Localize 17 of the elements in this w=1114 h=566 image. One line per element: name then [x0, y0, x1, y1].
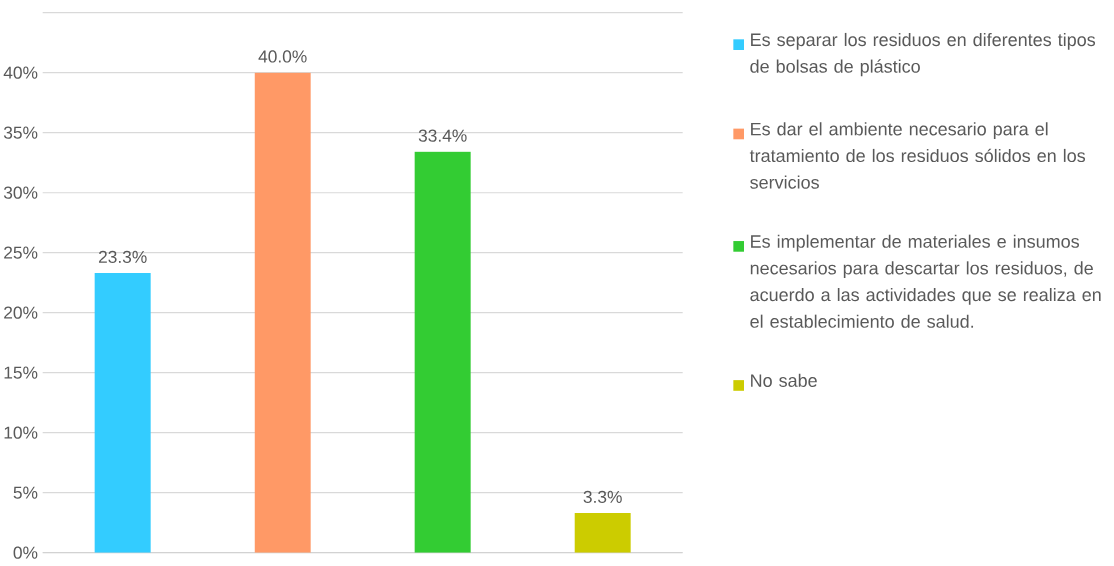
y-tick-label: 15%: [4, 366, 38, 379]
legend-label: Es separar los residuos en diferentes tipos de bolsas de plástico: [750, 32, 1096, 77]
y-tick-label: 40%: [3, 66, 38, 79]
y-tick-label: 10%: [4, 426, 38, 439]
legend-label: No sabe: [751, 373, 817, 387]
y-tick-label: 20%: [4, 306, 38, 319]
data-label: 33.4%: [418, 129, 467, 142]
data-label: 40.0%: [258, 50, 307, 63]
y-tick-label: 25%: [4, 246, 38, 259]
y-tick-label: 0%: [13, 546, 38, 559]
legend-label: Es implementar de materiales e insumos necesarios para descartar los residuos, de acuerdo a las actividades que se realiza en el establecimiento de salud.: [750, 234, 1101, 328]
y-tick-label: 35%: [3, 126, 38, 139]
legend-label: Es dar el ambiente necesario para el tratamiento de los residuos sólidos en los servicios: [749, 122, 1086, 189]
y-tick-label: 30%: [3, 186, 38, 199]
data-label: 3.3%: [583, 490, 622, 504]
y-tick-label: 5%: [13, 486, 38, 499]
data-label: 23.3%: [98, 250, 147, 264]
